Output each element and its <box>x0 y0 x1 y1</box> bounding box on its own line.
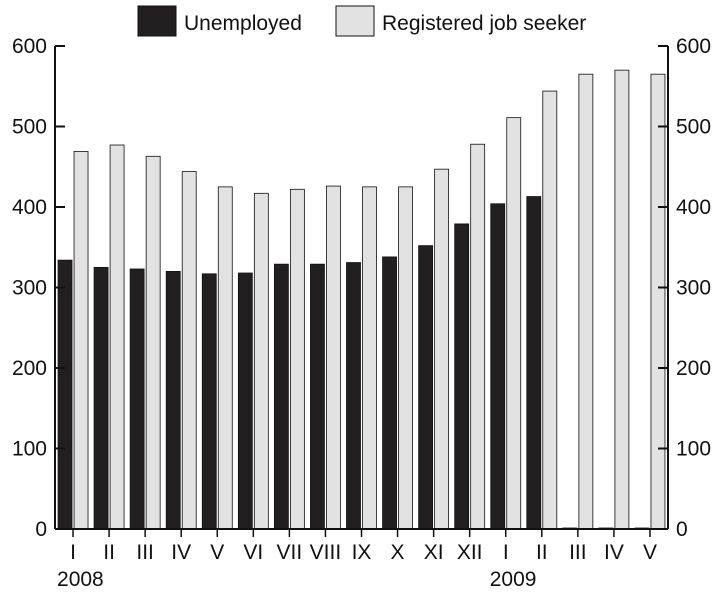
y-tick-label-right-500: 500 <box>676 116 711 139</box>
y-tick-label-left-0: 0 <box>35 518 47 541</box>
x-tick-label-8: IX <box>352 541 372 564</box>
bar-job-seeker-16 <box>650 73 666 530</box>
bar-unemployed-6 <box>273 263 289 530</box>
bar-unemployed-3 <box>165 270 181 530</box>
x-tick-label-13: II <box>536 541 548 564</box>
y-tick-label-left-100: 100 <box>12 438 47 461</box>
legend-job-seeker-label: Registered job seeker <box>382 12 586 35</box>
bar-unemployed-9 <box>382 256 397 530</box>
y-tick-label-right-600: 600 <box>676 35 711 58</box>
bar-job-seeker-4 <box>217 186 233 530</box>
x-tick-label-11: XII <box>457 541 483 564</box>
bar-job-seeker-0 <box>73 151 89 530</box>
bar-unemployed-0 <box>57 259 73 530</box>
bar-job-seeker-14 <box>578 73 594 530</box>
bar-unemployed-13 <box>526 196 542 530</box>
y-tick-label-right-100: 100 <box>676 438 711 461</box>
legend-unemployed-swatch <box>137 5 177 37</box>
y-tick-label-right-0: 0 <box>676 518 688 541</box>
legend-job-seeker-swatch <box>335 5 375 37</box>
y-tick-label-right-200: 200 <box>676 357 711 380</box>
bar-unemployed-10 <box>418 245 434 530</box>
bar-unemployed-8 <box>346 262 361 530</box>
x-tick-label-15: IV <box>604 541 624 564</box>
bar-job-seeker-13 <box>542 90 558 530</box>
year-label-2008: 2008 <box>57 568 104 590</box>
bar-unemployed-4 <box>201 273 217 530</box>
x-tick-label-3: IV <box>171 541 191 564</box>
bar-job-seeker-15 <box>614 69 630 530</box>
x-tick-label-0: I <box>70 541 76 564</box>
bar-job-seeker-6 <box>289 188 305 530</box>
bar-unemployed-11 <box>454 223 470 530</box>
x-tick-label-6: VII <box>277 541 303 564</box>
y-tick-label-left-600: 600 <box>12 35 47 58</box>
bar-job-seeker-11 <box>470 143 486 530</box>
y-tick-label-left-500: 500 <box>12 116 47 139</box>
x-tick-label-5: VI <box>243 541 263 564</box>
x-tick-label-16: V <box>643 541 657 564</box>
bar-job-seeker-5 <box>253 192 269 530</box>
x-tick-label-1: II <box>103 541 115 564</box>
legend-unemployed-label: Unemployed <box>184 12 302 35</box>
y-tick-label-right-300: 300 <box>676 277 711 300</box>
y-tick-label-left-200: 200 <box>12 357 47 380</box>
bar-job-seeker-1 <box>109 144 125 530</box>
x-tick-label-2: III <box>136 541 154 564</box>
y-tick-label-left-300: 300 <box>12 277 47 300</box>
bar-job-seeker-10 <box>434 168 450 530</box>
legend: Unemployed Registered job seeker <box>137 5 586 37</box>
bar-job-seeker-2 <box>145 155 161 530</box>
bar-job-seeker-8 <box>362 186 377 530</box>
bar-unemployed-1 <box>93 266 109 530</box>
x-tick-label-12: I <box>503 541 509 564</box>
year-label-2009: 2009 <box>490 568 537 590</box>
bar-unemployed-2 <box>129 268 145 530</box>
bar-unemployed-5 <box>237 272 253 530</box>
x-tick-label-10: XI <box>424 541 444 564</box>
x-tick-label-7: VIII <box>310 541 342 564</box>
y-tick-label-right-400: 400 <box>676 196 711 219</box>
x-tick-label-14: III <box>569 541 587 564</box>
bar-job-seeker-12 <box>506 117 522 530</box>
bar-job-seeker-3 <box>181 171 197 530</box>
bar-job-seeker-9 <box>398 186 413 530</box>
bar-unemployed-7 <box>310 263 325 530</box>
x-tick-label-9: X <box>391 541 405 564</box>
bars-group <box>57 69 666 530</box>
y-tick-label-left-400: 400 <box>12 196 47 219</box>
bar-unemployed-12 <box>490 203 506 530</box>
bar-job-seeker-7 <box>326 185 341 530</box>
x-tick-label-4: V <box>210 541 224 564</box>
